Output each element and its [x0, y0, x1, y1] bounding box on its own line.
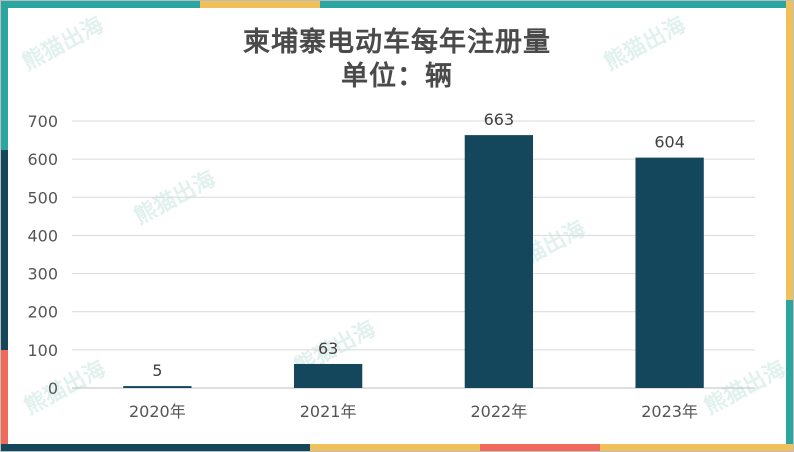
data-label: 604: [654, 133, 685, 152]
border-strip-right-top: [786, 0, 794, 300]
chart-title: 柬埔寨电动车每年注册量: [243, 27, 551, 58]
chart-subtitle: 单位：辆: [341, 61, 453, 92]
y-tick-label: 0: [48, 379, 58, 398]
bar: [123, 386, 192, 388]
border-strip-bottom-right: [600, 444, 794, 452]
data-label: 663: [484, 110, 515, 129]
y-tick-label: 700: [27, 112, 58, 131]
border-strip-top-mid: [200, 0, 320, 8]
x-tick-label: 2022年: [471, 402, 528, 421]
border-strip-right-bottom: [786, 300, 794, 452]
border-strip-left-top: [0, 0, 8, 150]
y-tick-label: 400: [27, 226, 58, 245]
bar: [635, 157, 704, 388]
border-strip-left-mid: [0, 150, 8, 350]
y-tick-label: 100: [27, 341, 58, 360]
data-label: 5: [152, 361, 162, 380]
y-tick-label: 200: [27, 303, 58, 322]
x-tick-label: 2021年: [300, 402, 357, 421]
y-tick-label: 300: [27, 265, 58, 284]
x-tick-label: 2020年: [129, 402, 186, 421]
data-label: 63: [318, 339, 338, 358]
border-strip-bottom-left: [0, 444, 310, 452]
y-tick-label: 500: [27, 188, 58, 207]
border-strip-bottom-mid: [310, 444, 480, 452]
y-tick-label: 600: [27, 150, 58, 169]
bar: [293, 363, 363, 388]
border-strip-bottom-coral: [480, 444, 600, 452]
border-strip-left-bottom: [0, 350, 8, 452]
border-strip-top-left: [0, 0, 200, 8]
x-tick-label: 2023年: [641, 402, 698, 421]
bar: [464, 135, 534, 388]
border-strip-top-right: [320, 0, 794, 8]
